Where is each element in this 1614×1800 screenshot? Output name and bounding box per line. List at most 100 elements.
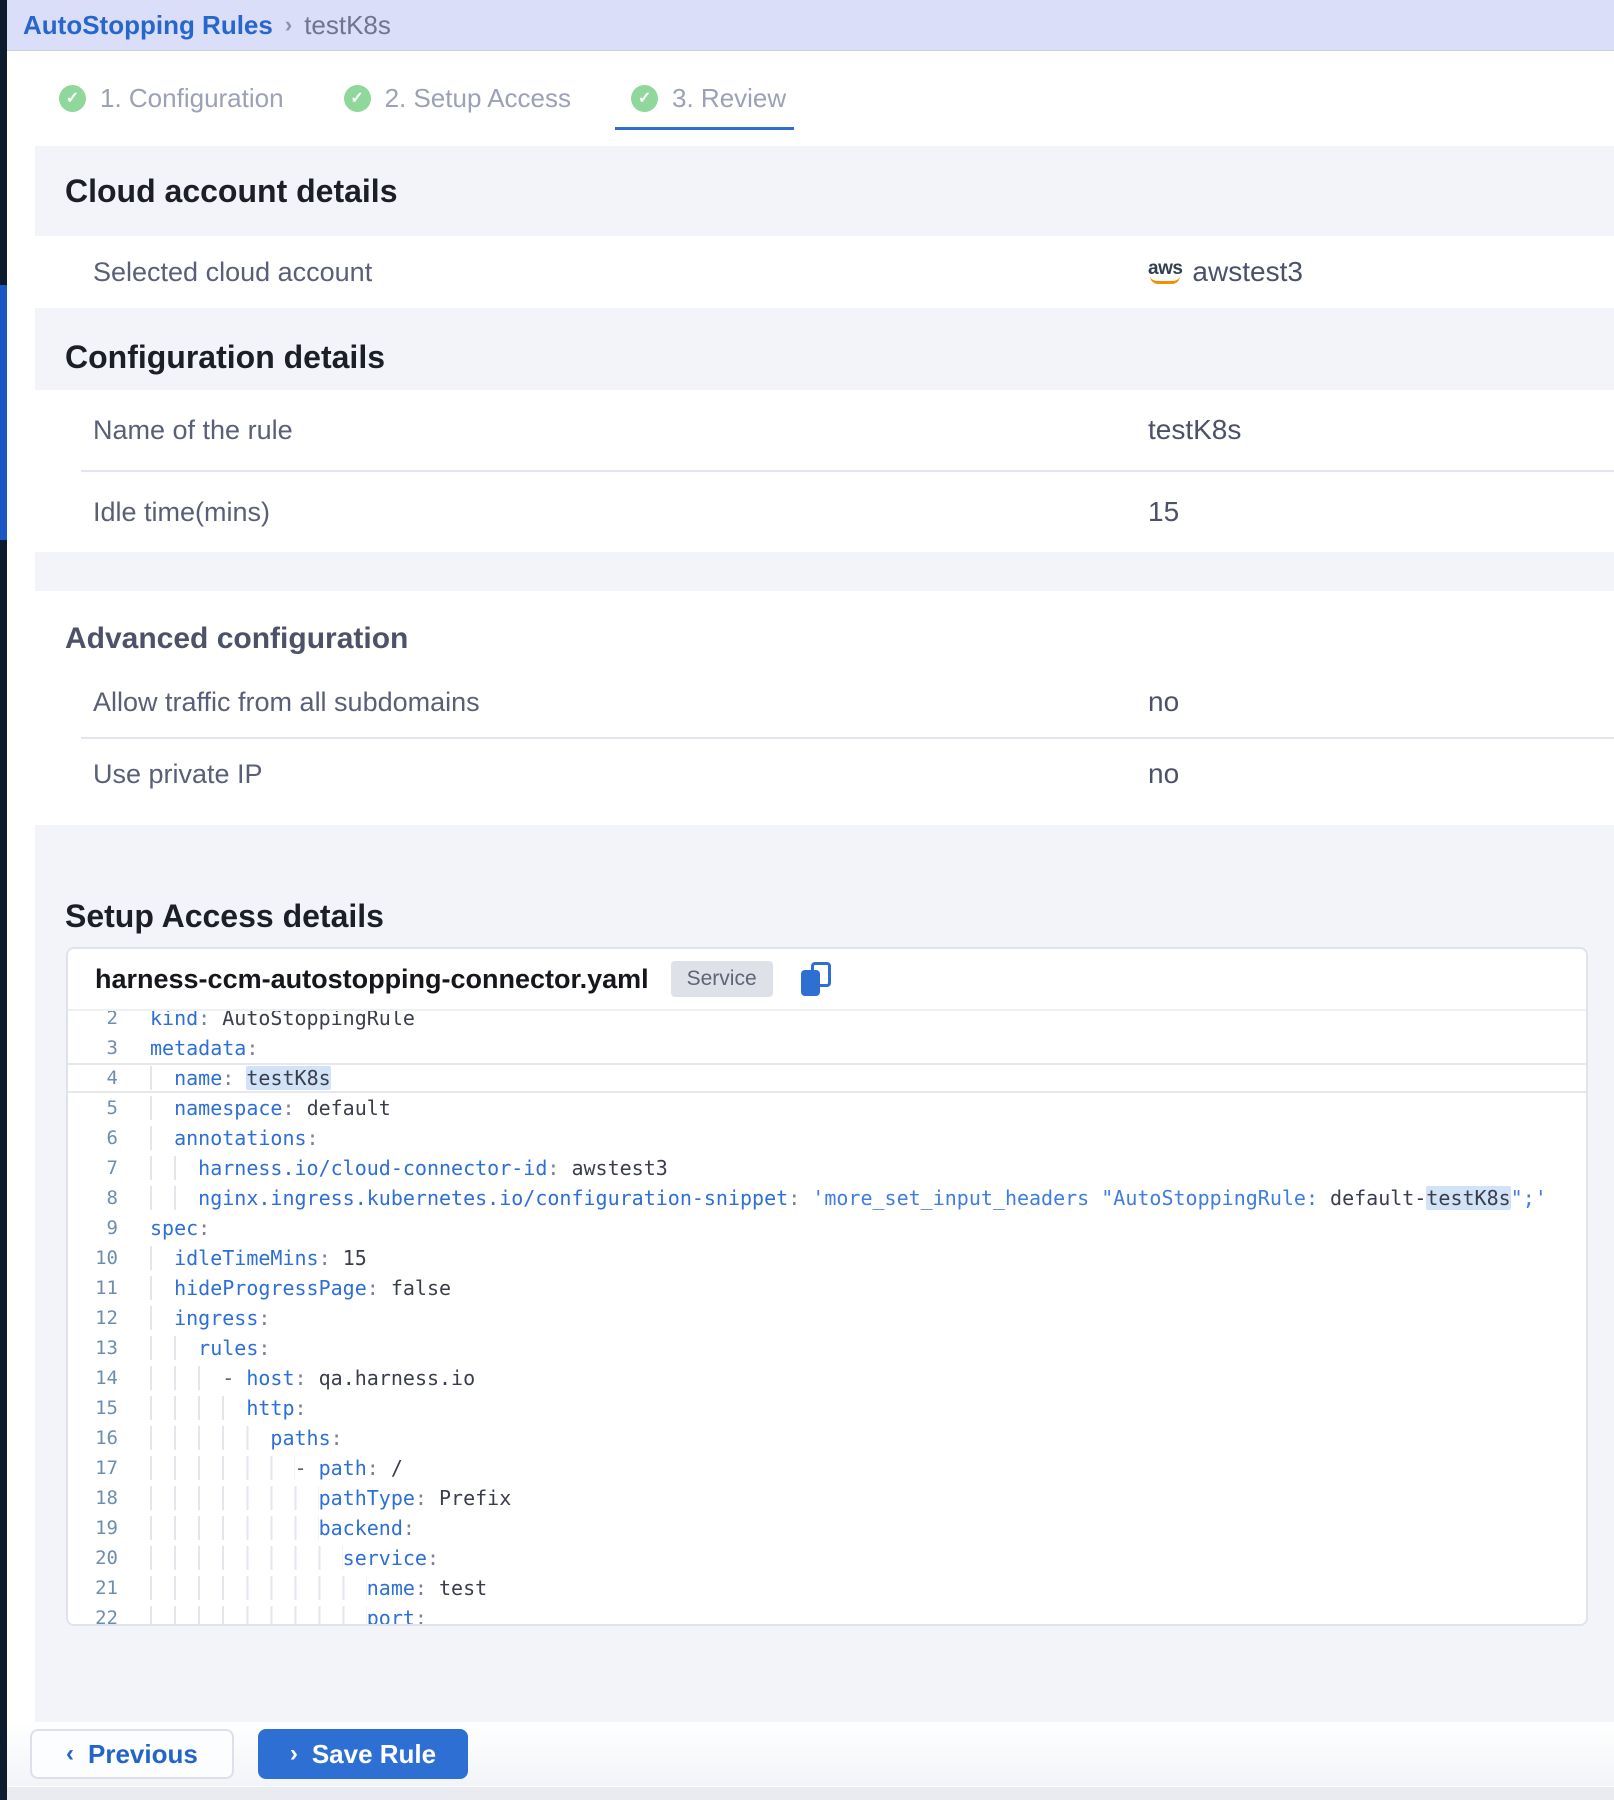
save-rule-button[interactable]: › Save Rule (257, 1729, 469, 1779)
line-number: 2 (106, 1011, 118, 1029)
code-line[interactable]: 22 port: (68, 1603, 1586, 1624)
line-number: 17 (95, 1457, 118, 1479)
code-text: service: (118, 1543, 439, 1573)
previous-button[interactable]: ‹ Previous (30, 1729, 234, 1779)
code-text: annotations: (118, 1123, 319, 1153)
code-text: namespace: default (118, 1093, 391, 1123)
step-setup-access[interactable]: ✓ 2. Setup Access (343, 83, 571, 114)
code-line[interactable]: 2 kind: AutoStoppingRule (68, 1011, 1586, 1033)
row-label: Allow traffic from all subdomains (93, 686, 480, 717)
configuration-details-block: Name of the rule testK8s Idle time(mins)… (35, 390, 1614, 552)
code-text: http: (118, 1393, 307, 1423)
code-text: name: test (118, 1573, 487, 1603)
line-number: 8 (106, 1187, 118, 1209)
review-panel: Cloud account details Selected cloud acc… (35, 146, 1614, 1722)
line-number: 14 (95, 1367, 118, 1389)
line-number: 19 (95, 1517, 118, 1539)
line-number: 3 (106, 1037, 118, 1059)
check-circle-icon: ✓ (343, 84, 371, 112)
chevron-right-icon: › (284, 12, 293, 37)
row-label: Name of the rule (93, 414, 293, 445)
row-label: Use private IP (93, 758, 263, 789)
yaml-code-editor[interactable]: 2 kind: AutoStoppingRule 3 metadata: 4 name:… (68, 1011, 1586, 1624)
row-label: Selected cloud account (93, 256, 373, 287)
code-line[interactable]: 6 annotations: (68, 1123, 1586, 1153)
line-number: 11 (95, 1277, 118, 1299)
check-circle-icon: ✓ (631, 84, 659, 112)
service-badge: Service (670, 961, 773, 997)
line-number: 4 (106, 1067, 118, 1089)
chevron-left-icon: ‹ (66, 1740, 74, 1767)
advanced-configuration-block: Advanced configuration Allow traffic fro… (35, 591, 1614, 825)
section-heading-cloud-account: Cloud account details (65, 173, 398, 209)
code-line[interactable]: 20 service: (68, 1543, 1586, 1573)
code-line[interactable]: 21 name: test (68, 1573, 1586, 1603)
code-line[interactable]: 11 hideProgressPage: false (68, 1273, 1586, 1303)
step-label: 3. Review (672, 82, 787, 113)
breadcrumb-current: testK8s (304, 9, 391, 40)
check-circle-icon: ✓ (59, 84, 86, 112)
code-line[interactable]: 4 name: testK8s (68, 1063, 1586, 1093)
line-number: 5 (106, 1097, 118, 1119)
code-line[interactable]: 19 backend: (68, 1513, 1586, 1543)
code-text: ingress: (118, 1303, 270, 1333)
code-line[interactable]: 13 rules: (68, 1333, 1586, 1363)
rule-name-value: testK8s (1148, 414, 1242, 445)
cloud-account-value: aws awstest3 (1148, 256, 1303, 288)
code-line[interactable]: 3 metadata: (68, 1033, 1586, 1063)
code-text: paths: (118, 1423, 343, 1453)
line-number: 16 (95, 1427, 118, 1449)
section-heading-setup-access: Setup Access details (65, 898, 384, 934)
idle-time-value: 15 (1148, 496, 1180, 527)
code-line[interactable]: 5 namespace: default (68, 1093, 1586, 1123)
code-text: nginx.ingress.kubernetes.io/configuratio… (118, 1183, 1547, 1213)
collapsed-sidebar-rail[interactable] (0, 0, 7, 1800)
divider (81, 737, 1614, 739)
code-text: kind: AutoStoppingRule (150, 1011, 415, 1030)
code-line[interactable]: 9 spec: (68, 1213, 1586, 1243)
code-text: - path: / (118, 1453, 403, 1483)
breadcrumb: AutoStopping Rules › testK8s (7, 0, 1614, 50)
code-text: hideProgressPage: false (118, 1273, 451, 1303)
code-text: harness.io/cloud-connector-id: awstest3 (118, 1153, 668, 1183)
yaml-card-header: harness-ccm-autostopping-connector.yaml … (68, 949, 1586, 1011)
code-line[interactable]: 17 - path: / (68, 1453, 1586, 1483)
code-line[interactable]: 8 nginx.ingress.kubernetes.io/configurat… (68, 1183, 1586, 1213)
line-number: 6 (106, 1127, 118, 1149)
code-text: name: testK8s (118, 1065, 331, 1091)
section-heading-configuration: Configuration details (65, 339, 385, 375)
code-line[interactable]: 16 paths: (68, 1423, 1586, 1453)
yaml-file-name: harness-ccm-autostopping-connector.yaml (95, 963, 649, 994)
line-number: 15 (95, 1397, 118, 1419)
code-text: pathType: Prefix (118, 1483, 511, 1513)
code-line[interactable]: 18 pathType: Prefix (68, 1483, 1586, 1513)
code-text: metadata: (150, 1036, 259, 1060)
code-text: backend: (118, 1513, 415, 1543)
idle-time-row: Idle time(mins) 15 (35, 472, 1614, 552)
step-configuration[interactable]: ✓ 1. Configuration (59, 83, 284, 114)
sidebar-active-indicator (0, 285, 7, 540)
line-number: 13 (95, 1337, 118, 1359)
bottom-strip (7, 1787, 1614, 1800)
row-label: Idle time(mins) (93, 496, 271, 527)
line-number: 9 (106, 1217, 118, 1239)
copy-icon[interactable] (800, 962, 831, 996)
wizard-stepper: ✓ 1. Configuration ✓ 2. Setup Access ✓ 3… (7, 50, 1614, 146)
breadcrumb-link-autostopping-rules[interactable]: AutoStopping Rules (23, 9, 273, 40)
step-review[interactable]: ✓ 3. Review (614, 82, 795, 130)
code-line[interactable]: 12 ingress: (68, 1303, 1586, 1333)
divider (81, 470, 1614, 472)
line-number: 18 (95, 1487, 118, 1509)
line-number: 21 (95, 1577, 118, 1599)
yaml-preview-card: harness-ccm-autostopping-connector.yaml … (66, 947, 1588, 1626)
code-line[interactable]: 15 http: (68, 1393, 1586, 1423)
wizard-footer: ‹ Previous › Save Rule (7, 1722, 1614, 1786)
code-line[interactable]: 14 - host: qa.harness.io (68, 1363, 1586, 1393)
chevron-right-icon: › (289, 1740, 298, 1767)
code-line[interactable]: 7 harness.io/cloud-connector-id: awstest… (68, 1153, 1586, 1183)
line-number: 7 (106, 1157, 118, 1179)
private-ip-value: no (1148, 758, 1180, 789)
line-number: 12 (95, 1307, 118, 1329)
code-text: port: (118, 1603, 427, 1624)
code-line[interactable]: 10 idleTimeMins: 15 (68, 1243, 1586, 1273)
